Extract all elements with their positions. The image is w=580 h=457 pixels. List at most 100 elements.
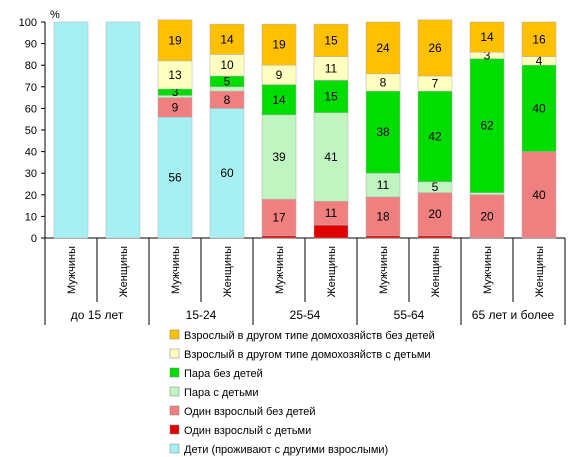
bar-segment <box>417 192 453 237</box>
bar-segment <box>365 196 401 237</box>
bar-segment <box>365 90 401 174</box>
legend-swatch <box>169 405 180 416</box>
segment-value-label: 16 <box>532 32 546 46</box>
y-tick-label: 60 <box>25 103 37 115</box>
category-label: Мужчины <box>378 246 390 294</box>
bar-segment <box>157 19 193 62</box>
legend-label: Взрослый в другом типе домохозяйств с де… <box>184 349 431 361</box>
category-label: Женщины <box>222 246 234 297</box>
legend-label: Пара с детьми <box>184 387 259 399</box>
bar-segment <box>157 116 193 239</box>
category-label: Мужчины <box>170 246 182 294</box>
segment-value-label: 13 <box>168 68 182 82</box>
y-tick-label: 30 <box>25 168 37 180</box>
bar-segment <box>209 23 245 55</box>
segment-value-label: 9 <box>276 68 283 82</box>
bar-segment <box>417 235 453 239</box>
bar-segment <box>261 114 297 200</box>
legend-label: Взрослый в другом типе домохозяйств без … <box>184 330 435 342</box>
segment-value-label: 3 <box>172 85 179 99</box>
bar-segment <box>365 235 401 239</box>
group-label: 55-64 <box>394 308 425 322</box>
segment-value-label: 39 <box>272 150 286 164</box>
segment-value-label: 38 <box>376 125 390 139</box>
segment-value-label: 56 <box>168 171 182 185</box>
bar-segment <box>417 90 453 183</box>
bar-segment <box>469 194 505 239</box>
y-tick-label: 70 <box>25 82 37 94</box>
category-label: Мужчины <box>66 246 78 294</box>
y-tick-label: 20 <box>25 190 37 202</box>
segment-value-label: 5 <box>224 74 231 88</box>
bar-segment <box>313 23 349 57</box>
y-tick-label: 50 <box>25 125 37 137</box>
group-label: 25-54 <box>290 308 321 322</box>
bar-segment <box>313 224 349 239</box>
segment-value-label: 14 <box>272 93 286 107</box>
segment-value-label: 15 <box>324 33 338 47</box>
segment-value-label: 14 <box>480 30 494 44</box>
segment-value-label: 42 <box>428 129 442 143</box>
legend-label: Пара без детей <box>184 368 263 380</box>
segment-value-label: 11 <box>325 61 338 75</box>
bar-segment <box>261 84 297 116</box>
group-label: 65 лет и более <box>472 308 555 322</box>
segment-value-label: 14 <box>220 32 234 46</box>
legend-label: Один взрослый без детей <box>184 406 316 418</box>
y-tick-label: 100 <box>19 17 37 29</box>
y-axis-unit: % <box>50 9 60 21</box>
segment-value-label: 40 <box>532 188 546 202</box>
segment-value-label: 15 <box>324 90 338 104</box>
segment-value-label: 11 <box>325 206 338 220</box>
bar-segment <box>521 151 557 239</box>
bar-segment <box>365 21 401 75</box>
legend-label: Один взрослый с детьми <box>184 425 311 437</box>
category-label: Женщины <box>430 246 442 297</box>
segment-value-label: 24 <box>376 41 390 55</box>
bar-segment <box>469 192 505 196</box>
segment-value-label: 19 <box>272 38 286 52</box>
segment-value-label: 5 <box>432 180 439 194</box>
segment-value-label: 8 <box>224 93 231 107</box>
group-label: до 15 лет <box>71 308 124 322</box>
segment-value-label: 20 <box>480 209 494 223</box>
legend-swatch <box>169 443 180 454</box>
category-label: Женщины <box>534 246 546 297</box>
segment-value-label: 20 <box>428 207 442 221</box>
segment-value-label: 40 <box>532 101 546 115</box>
y-tick-label: 0 <box>31 233 37 245</box>
segment-value-label: 11 <box>377 178 390 192</box>
segment-value-label: 7 <box>432 77 439 91</box>
segment-value-label: 26 <box>428 41 442 55</box>
bar-segment <box>469 58 505 193</box>
bar-segment <box>261 235 297 239</box>
y-tick-label: 90 <box>25 39 37 51</box>
legend-swatch <box>169 386 180 397</box>
segment-value-label: 62 <box>480 119 494 133</box>
bar-segment <box>261 23 297 66</box>
y-tick-label: 80 <box>25 60 37 72</box>
bar-segment <box>313 80 349 113</box>
segment-value-label: 9 <box>172 100 179 114</box>
bar-segment <box>417 19 453 77</box>
legend-swatch <box>169 348 180 359</box>
category-label: Женщины <box>118 246 130 297</box>
segment-value-label: 3 <box>484 48 491 62</box>
segment-value-label: 10 <box>220 58 234 72</box>
legend-swatch <box>169 329 180 340</box>
segment-value-label: 60 <box>220 166 234 180</box>
legend-swatch <box>169 367 180 378</box>
bar-segment <box>105 21 141 239</box>
segment-value-label: 17 <box>272 210 286 224</box>
legend-label: Дети (проживают с другими взрослыми) <box>184 444 388 456</box>
segment-value-label: 4 <box>536 54 543 68</box>
y-tick-label: 40 <box>25 147 37 159</box>
bar-segment <box>469 21 505 53</box>
bar-segment <box>521 21 557 57</box>
bar-segment <box>53 21 89 239</box>
category-label: Женщины <box>326 246 338 297</box>
group-label: 15-24 <box>186 308 217 322</box>
segment-value-label: 19 <box>168 33 182 47</box>
